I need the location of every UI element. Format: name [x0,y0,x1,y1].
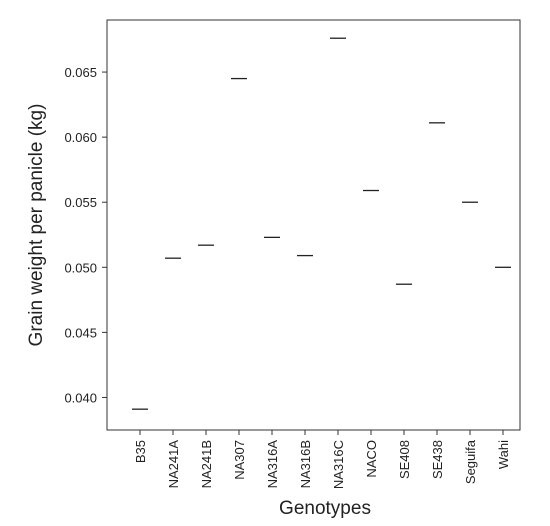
y-tick-label: 0.055 [64,195,97,210]
y-tick-label: 0.045 [64,325,97,340]
x-tick-label: NA241B [199,440,214,488]
y-axis-label: Grain weight per panicle (kg) [26,104,47,347]
x-tick-label: NA316B [298,440,313,488]
x-tick-label: NA316C [331,440,346,489]
y-tick-label: 0.050 [64,260,97,275]
y-tick-label: 0.040 [64,390,97,405]
y-tick-label: 0.065 [64,65,97,80]
x-tick-label: NA307 [232,440,247,480]
x-tick-label: Wahi [496,440,511,469]
plot-frame [106,19,521,431]
x-tick-label: SE408 [397,440,412,479]
x-tick-label: NA241A [166,440,181,489]
x-tick-label: NACO [364,440,379,478]
x-axis-label: Genotypes [279,498,371,519]
x-tick-label: Seguifa [463,439,478,484]
x-tick-label: NA316A [265,440,280,489]
y-tick-label: 0.060 [64,130,97,145]
x-tick-label: B35 [133,440,148,463]
x-tick-label: SE438 [430,440,445,479]
